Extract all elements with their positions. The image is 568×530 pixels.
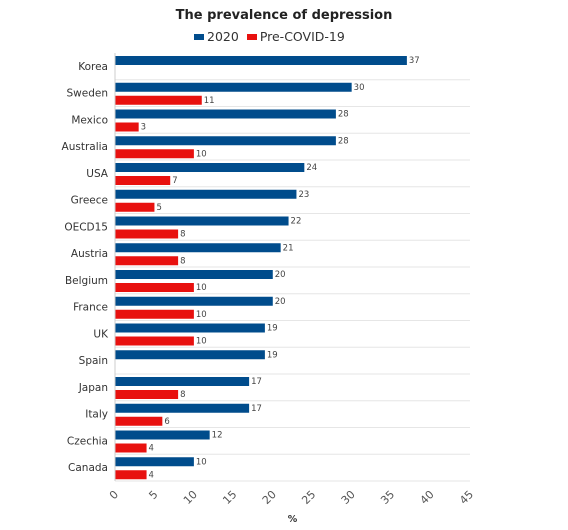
category-label-mexico: Mexico <box>71 114 108 126</box>
legend: 2020 Pre-COVID-19 <box>194 29 353 44</box>
data-label-2020-spain: 19 <box>267 350 278 360</box>
x-axis-title: % <box>288 514 298 525</box>
data-label-pre-covid-czechia: 4 <box>149 444 154 454</box>
bar-pre-covid-mexico <box>115 122 139 132</box>
data-label-pre-covid-italy: 6 <box>164 417 169 427</box>
bar-pre-covid-france <box>115 309 194 319</box>
x-tick-label-10: 10 <box>181 488 200 507</box>
data-label-2020-belgium: 20 <box>275 270 286 280</box>
bar-pre-covid-austria <box>115 256 179 266</box>
x-tick-label-15: 15 <box>220 488 239 507</box>
data-label-2020-australia: 28 <box>338 136 349 146</box>
data-label-2020-czechia: 12 <box>212 431 223 441</box>
data-label-pre-covid-belgium: 10 <box>196 283 207 293</box>
category-label-oecd15: OECD15 <box>64 221 108 233</box>
category-label-australia: Australia <box>62 141 108 153</box>
data-label-2020-usa: 24 <box>306 163 317 173</box>
bar-2020-belgium <box>115 270 273 279</box>
category-label-canada: Canada <box>68 462 108 474</box>
bar-2020-usa <box>115 163 305 172</box>
data-label-2020-canada: 10 <box>196 457 207 467</box>
data-label-pre-covid-france: 10 <box>196 310 207 320</box>
data-label-2020-oecd15: 22 <box>291 217 302 227</box>
data-label-2020-greece: 23 <box>298 190 309 200</box>
category-label-spain: Spain <box>79 355 108 367</box>
bar-2020-italy <box>115 403 250 413</box>
x-tick-label-30: 30 <box>339 488 358 507</box>
bar-2020-oecd15 <box>115 216 289 226</box>
legend-item-pre-covid[interactable]: Pre-COVID-19 <box>246 29 345 44</box>
data-label-pre-covid-japan: 8 <box>180 390 185 400</box>
category-label-uk: UK <box>93 328 109 340</box>
category-label-korea: Korea <box>78 61 108 73</box>
x-tick-label-0: 0 <box>107 488 121 502</box>
data-label-pre-covid-austria: 8 <box>180 256 185 266</box>
bar-2020-australia <box>115 136 336 146</box>
bar-2020-mexico <box>115 109 336 119</box>
category-label-japan: Japan <box>78 382 108 394</box>
x-tick-label-5: 5 <box>146 488 160 502</box>
legend-label-2020: 2020 <box>207 29 239 44</box>
bar-2020-austria <box>115 243 281 253</box>
bar-2020-sweden <box>115 82 352 92</box>
data-label-2020-france: 20 <box>275 297 286 307</box>
bar-pre-covid-italy <box>115 416 163 426</box>
bar-2020-canada <box>115 457 194 467</box>
category-label-france: France <box>73 302 108 314</box>
data-label-2020-austria: 21 <box>283 243 294 253</box>
bar-2020-greece <box>115 189 297 199</box>
data-label-pre-covid-sweden: 11 <box>204 96 215 106</box>
data-label-pre-covid-uk: 10 <box>196 337 207 347</box>
bar-pre-covid-greece <box>115 202 155 212</box>
bar-pre-covid-belgium <box>115 283 194 292</box>
bar-2020-uk <box>115 323 265 333</box>
category-label-greece: Greece <box>71 195 108 207</box>
x-tick-label-40: 40 <box>418 488 437 507</box>
x-tick-label-20: 20 <box>260 488 279 507</box>
bar-pre-covid-japan <box>115 390 179 399</box>
category-label-sweden: Sweden <box>67 88 109 100</box>
x-tick-label-45: 45 <box>457 488 476 507</box>
bar-pre-covid-czechia <box>115 443 147 453</box>
bar-pre-covid-usa <box>115 176 171 185</box>
data-label-2020-italy: 17 <box>251 404 262 414</box>
legend-swatch-pre-covid <box>246 33 257 40</box>
bar-pre-covid-uk <box>115 336 194 346</box>
bar-2020-korea <box>115 56 407 65</box>
bar-pre-covid-australia <box>115 149 194 159</box>
bar-pre-covid-sweden <box>115 95 202 105</box>
data-label-pre-covid-mexico: 3 <box>141 123 146 133</box>
bar-pre-covid-oecd15 <box>115 229 179 239</box>
data-label-pre-covid-greece: 5 <box>156 203 161 213</box>
x-tick-label-25: 25 <box>299 488 318 507</box>
data-label-2020-korea: 37 <box>409 56 420 66</box>
data-label-2020-uk: 19 <box>267 324 278 334</box>
data-label-pre-covid-australia: 10 <box>196 149 207 159</box>
category-label-italy: Italy <box>85 409 108 421</box>
category-label-austria: Austria <box>71 248 108 260</box>
category-label-belgium: Belgium <box>65 275 108 287</box>
category-label-usa: USA <box>86 168 109 180</box>
legend-label-pre-covid: Pre-COVID-19 <box>259 29 345 44</box>
data-label-pre-covid-usa: 7 <box>172 176 177 186</box>
data-label-2020-japan: 17 <box>251 377 262 387</box>
data-label-pre-covid-oecd15: 8 <box>180 230 185 240</box>
data-label-2020-sweden: 30 <box>354 83 365 93</box>
x-tick-label-35: 35 <box>378 488 397 507</box>
data-label-pre-covid-canada: 4 <box>149 470 154 480</box>
bar-2020-czechia <box>115 430 210 440</box>
bar-pre-covid-canada <box>115 470 147 480</box>
bar-2020-japan <box>115 377 250 386</box>
bar-2020-spain <box>115 350 265 360</box>
category-label-czechia: Czechia <box>67 435 108 447</box>
data-label-2020-mexico: 28 <box>338 110 349 120</box>
legend-swatch-2020 <box>194 33 204 40</box>
chart-title: The prevalence of depression <box>175 8 393 23</box>
legend-item-2020[interactable]: 2020 <box>194 29 239 44</box>
bar-2020-france <box>115 296 273 306</box>
